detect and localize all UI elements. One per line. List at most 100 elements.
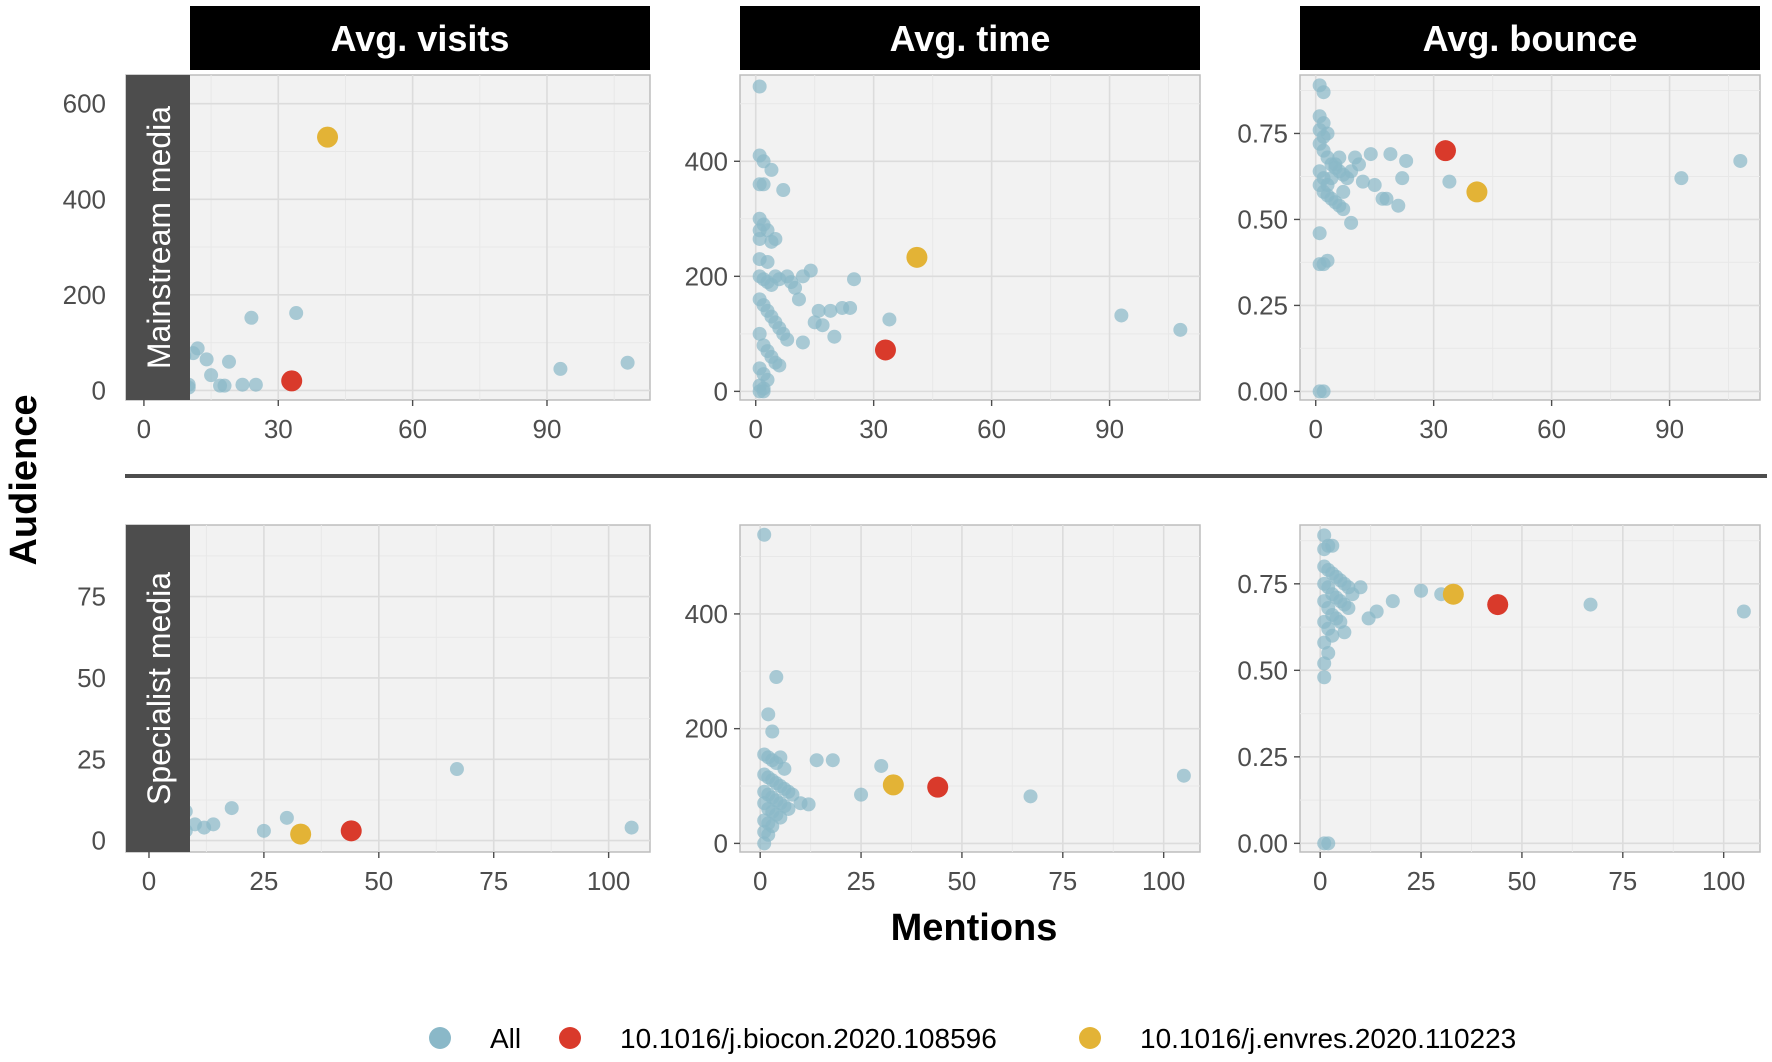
point-all	[1355, 174, 1370, 189]
point-all	[1391, 198, 1406, 213]
panel-specialist-media-avg-time: 0 25 50 75 100 0 200 400	[685, 524, 1201, 896]
legend-entry-all: All	[429, 1023, 521, 1054]
x-tick-label: 25	[249, 866, 278, 896]
point-all	[1442, 174, 1457, 189]
point-all	[1363, 147, 1378, 162]
point-all	[1583, 597, 1598, 612]
y-tick-label: 0	[92, 375, 106, 405]
x-tick-label: 75	[479, 866, 508, 896]
x-tick-label: 90	[533, 414, 562, 444]
x-tick-label: 30	[859, 414, 888, 444]
y-tick-label: 0	[92, 826, 106, 856]
legend-key	[559, 1027, 581, 1049]
strips-layer: Avg. visits Avg. time Avg. bounce Mainstrea…	[126, 6, 1760, 852]
x-tick-label: 100	[587, 866, 630, 896]
y-tick-label: 200	[685, 714, 728, 744]
point-all	[449, 762, 464, 777]
x-tick-label: 60	[398, 414, 427, 444]
point-envres	[882, 774, 904, 796]
point-all	[1320, 253, 1335, 268]
point-all	[1317, 670, 1332, 685]
point-all	[256, 823, 271, 838]
x-tick-label: 90	[1095, 414, 1124, 444]
point-all	[1379, 191, 1394, 206]
legend-key	[1079, 1027, 1101, 1049]
legend-label: 10.1016/j.biocon.2020.108596	[620, 1023, 997, 1054]
point-biocon	[874, 339, 896, 361]
point-all	[1383, 147, 1398, 162]
point-all	[213, 378, 228, 393]
x-tick-label: 0	[748, 414, 762, 444]
point-all	[854, 787, 869, 802]
legend-label: 10.1016/j.envres.2020.110223	[1140, 1023, 1516, 1054]
point-all	[1344, 215, 1359, 230]
x-tick-label: 25	[1407, 866, 1436, 896]
panel-mainstream-media-avg-bounce: 0 30 60 90 0.00 0.25 0.50 0.75	[1237, 74, 1761, 444]
point-biocon	[927, 776, 949, 798]
point-all	[1395, 171, 1410, 186]
x-tick-label: 0	[1308, 414, 1322, 444]
panels-layer: 0 30 60 90 0 200 400 600 0 30 60 90 0 200 400 0 30 60 90 0.…	[63, 74, 1761, 896]
panel-specialist-media-avg-bounce: 0 25 50 75 100 0.00 0.25 0.50 0.75	[1237, 524, 1761, 896]
point-all	[825, 753, 840, 768]
point-all	[1316, 85, 1331, 100]
point-all	[791, 292, 806, 307]
point-envres	[317, 126, 339, 148]
point-envres	[1466, 181, 1488, 203]
point-all	[1385, 594, 1400, 609]
y-axis-title: Audience	[3, 394, 45, 565]
y-tick-label: 200	[63, 280, 106, 310]
point-all	[823, 303, 838, 318]
point-biocon	[340, 820, 362, 842]
point-all	[1399, 153, 1414, 168]
panel-background	[1299, 74, 1761, 401]
point-all	[752, 231, 767, 246]
point-all	[222, 354, 237, 369]
legend-label: All	[490, 1023, 521, 1054]
point-all	[1337, 625, 1352, 640]
point-all	[1316, 384, 1331, 399]
point-all	[874, 758, 889, 773]
y-tick-label: 0.75	[1237, 569, 1288, 599]
x-tick-label: 50	[364, 866, 393, 896]
point-all	[827, 329, 842, 344]
panel-mainstream-media-avg-visits: 0 30 60 90 0 200 400 600	[63, 74, 651, 444]
column-strip-label: Avg. visits	[331, 18, 510, 59]
y-tick-label: 400	[685, 146, 728, 176]
point-all	[769, 670, 784, 685]
y-tick-label: 0.75	[1237, 118, 1288, 148]
row-strip-label: Specialist media	[141, 572, 177, 805]
panel-background	[739, 524, 1201, 853]
point-all	[199, 352, 214, 367]
point-all	[752, 326, 767, 341]
x-tick-label: 0	[1313, 866, 1327, 896]
point-all	[1332, 150, 1347, 165]
point-all	[620, 355, 635, 370]
point-all	[244, 310, 259, 325]
point-all	[204, 368, 219, 383]
point-all	[1736, 604, 1751, 619]
legend: All 10.1016/j.biocon.2020.108596 10.1016/j…	[429, 1023, 1516, 1054]
y-tick-label: 0.25	[1237, 290, 1288, 320]
point-all	[1353, 580, 1368, 595]
point-all	[752, 79, 767, 94]
column-strip-avg-bounce: Avg. bounce	[1300, 6, 1760, 70]
point-all	[1351, 157, 1366, 172]
x-tick-label: 30	[264, 414, 293, 444]
point-biocon	[1434, 140, 1456, 162]
legend-entry-envres: 10.1016/j.envres.2020.110223	[1079, 1023, 1516, 1054]
y-tick-label: 0.00	[1237, 376, 1288, 406]
point-all	[761, 707, 776, 722]
point-all	[795, 335, 810, 350]
point-all	[811, 303, 826, 318]
x-tick-label: 0	[142, 866, 156, 896]
point-all	[190, 341, 205, 356]
y-tick-label: 0	[714, 376, 728, 406]
y-tick-label: 600	[63, 89, 106, 119]
point-envres	[1442, 583, 1464, 605]
point-all	[760, 254, 775, 269]
y-tick-label: 0.50	[1237, 655, 1288, 685]
point-all	[1312, 226, 1327, 241]
x-tick-label: 60	[977, 414, 1006, 444]
point-all	[757, 836, 772, 851]
